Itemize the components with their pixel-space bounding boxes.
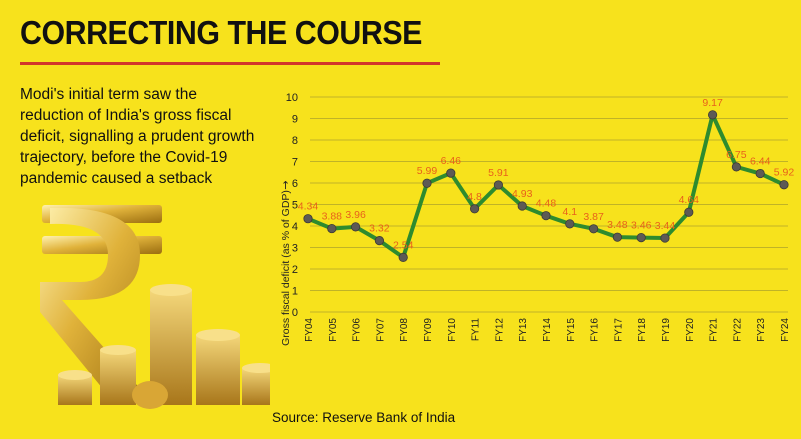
- x-tick-label: FY24: [780, 318, 791, 342]
- data-point: [731, 162, 742, 172]
- data-label: 2.54: [393, 239, 414, 251]
- y-axis-arrow-icon: →: [279, 180, 292, 189]
- data-label: 3.32: [369, 223, 390, 235]
- data-point: [493, 180, 503, 190]
- data-label: 5.91: [488, 167, 509, 179]
- x-tick-label: FY19: [661, 318, 672, 342]
- x-tick-label: FY15: [566, 318, 577, 342]
- series-line: [306, 112, 786, 260]
- grid-lines: [310, 96, 788, 313]
- data-label: 6.44: [750, 156, 771, 168]
- y-tick-label: 10: [286, 92, 298, 104]
- x-tick-label: FY22: [732, 318, 743, 342]
- y-tick-label: 2: [292, 264, 298, 276]
- data-point: [374, 236, 384, 246]
- x-tick-label: FY11: [471, 318, 482, 342]
- x-tick-label: FY17: [613, 318, 624, 342]
- data-label: 3.88: [322, 211, 343, 223]
- data-label: 4.8: [467, 191, 482, 203]
- data-point: [303, 214, 313, 224]
- y-tick-label: 8: [292, 135, 298, 147]
- x-tick-label: FY05: [328, 318, 339, 342]
- rupee-symbol-icon: [40, 205, 162, 400]
- y-axis-ticks: 0 1 2 3 4 5 6 7 8 9 10: [286, 92, 298, 319]
- data-point: [350, 222, 361, 232]
- data-label: 3.48: [607, 219, 628, 231]
- data-label: 4.34: [298, 201, 319, 213]
- data-point: [755, 168, 765, 179]
- x-tick-label: FY21: [709, 318, 720, 342]
- coin-stacks: [58, 284, 270, 409]
- x-tick-label: FY16: [590, 318, 601, 342]
- y-tick-label: 9: [292, 114, 298, 126]
- data-label: 5.99: [417, 165, 438, 177]
- data-point: [517, 201, 527, 211]
- title-underline: [20, 62, 440, 65]
- x-tick-label: FY23: [756, 318, 767, 342]
- data-label: 3.96: [345, 209, 366, 221]
- data-label: 4.48: [536, 198, 557, 210]
- data-labels: 4.343.88 3.963.322.545.996.464.85.914.934…: [298, 97, 795, 252]
- data-label: 6.75: [726, 149, 747, 161]
- x-tick-label: FY13: [518, 318, 529, 342]
- x-tick-label: FY04: [304, 318, 315, 342]
- chart-description: Modi's initial term saw the reduction of…: [20, 86, 255, 187]
- y-tick-label: 7: [292, 157, 298, 169]
- page-title: CORRECTING THE COURSE: [20, 14, 422, 51]
- data-label: 3.46: [631, 220, 652, 232]
- x-axis-ticks: FY04 FY05 FY06 FY07 FY08 FY09 FY10 FY11 FY12 FY13…: [304, 318, 791, 342]
- x-tick-label: FY18: [637, 318, 648, 342]
- x-tick-label: FY10: [447, 318, 458, 342]
- data-point: [565, 219, 575, 229]
- data-label: 9.17: [702, 97, 723, 109]
- data-label: 3.87: [583, 211, 604, 223]
- data-point: [469, 204, 480, 214]
- y-axis-label: Gross fiscal deficit (as % of GDP): [280, 190, 292, 346]
- data-point: [612, 232, 623, 242]
- data-point: [422, 178, 432, 188]
- data-point: [541, 211, 551, 221]
- x-tick-label: FY06: [352, 318, 363, 342]
- data-point: [446, 168, 456, 178]
- x-tick-label: FY07: [375, 318, 386, 342]
- data-label: 5.92: [774, 167, 795, 179]
- y-tick-label: 0: [292, 307, 298, 319]
- x-tick-label: FY12: [494, 318, 505, 342]
- rupee-coins-illustration: [40, 205, 270, 409]
- data-label: 4.1: [562, 206, 577, 218]
- data-label: 6.46: [441, 155, 462, 167]
- source-note: Source: Reserve Bank of India: [272, 410, 456, 425]
- data-label: 4.64: [679, 194, 700, 206]
- x-tick-label: FY08: [399, 318, 410, 342]
- x-tick-label: FY14: [542, 318, 553, 342]
- x-tick-label: FY20: [685, 318, 696, 342]
- data-point: [684, 207, 694, 217]
- data-point: [398, 252, 408, 262]
- data-point: [588, 224, 599, 234]
- data-markers: [303, 110, 789, 262]
- data-label: 3.44: [655, 220, 676, 232]
- data-point: [779, 180, 789, 190]
- x-tick-label: FY09: [423, 318, 434, 342]
- data-label: 4.93: [512, 188, 533, 200]
- y-tick-label: 1: [292, 286, 298, 298]
- data-point: [660, 233, 670, 243]
- data-point: [707, 110, 718, 120]
- y-tick-label: 6: [292, 178, 298, 190]
- y-tick-label: 3: [292, 243, 298, 255]
- y-tick-label: 5: [292, 200, 298, 212]
- data-point: [327, 223, 337, 234]
- data-point: [636, 233, 646, 243]
- y-tick-label: 4: [292, 221, 298, 233]
